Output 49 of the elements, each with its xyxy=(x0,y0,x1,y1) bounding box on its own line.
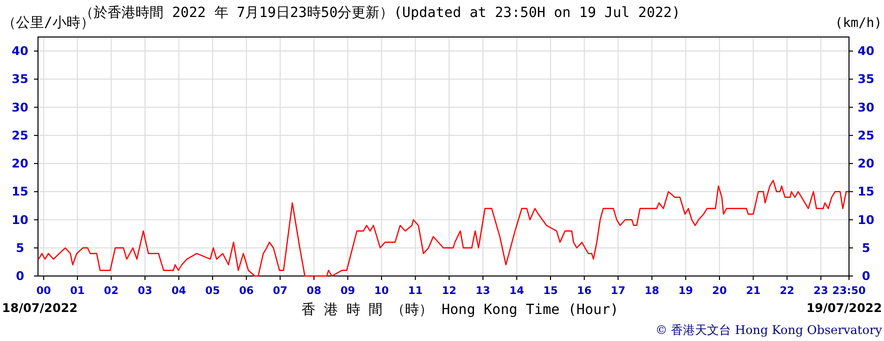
x-axis-title: 香 港 時 間 （時） Hong Kong Time (Hour) xyxy=(301,302,619,318)
y2-tick-label: 5 xyxy=(862,240,870,255)
y2-tick-label: 10 xyxy=(858,212,874,227)
x-tick-label: 14 xyxy=(509,285,524,297)
x-tick-label: 17 xyxy=(610,285,626,297)
x-tick-label: 02 xyxy=(104,285,119,297)
text: © 香港天文台 Hong Kong Observatory xyxy=(655,323,882,337)
y2-tick-label: 35 xyxy=(858,72,874,86)
y-tick-label: 25 xyxy=(12,128,28,142)
x-tick-label: 10 xyxy=(374,285,389,297)
text: 19/07/2022 xyxy=(806,301,882,315)
x-tick-label: 07 xyxy=(272,285,288,297)
y2-tick-label: 40 xyxy=(858,44,874,58)
x-tick-label: 18 xyxy=(644,285,660,297)
y2-tick-label: 20 xyxy=(858,156,874,171)
y-tick-label: 30 xyxy=(12,100,28,114)
x-tick-label: 09 xyxy=(340,285,356,297)
y-tick-label: 35 xyxy=(12,72,28,86)
y2-axis-title: (km/h) xyxy=(835,16,882,31)
y-tick-label: 15 xyxy=(12,184,28,199)
x-tick-label: 12 xyxy=(442,285,456,297)
y-tick-label: 40 xyxy=(12,44,28,58)
x-tick-label: 20 xyxy=(712,285,727,297)
line-series xyxy=(38,180,850,277)
y-tick-label: 0 xyxy=(16,269,24,283)
x-tick-label: 08 xyxy=(306,285,322,297)
x-tick-label: 06 xyxy=(239,285,254,297)
x-tick-label: 04 xyxy=(171,285,186,297)
x-tick-label: 05 xyxy=(205,285,220,297)
x-tick-label: 23:50 xyxy=(832,285,866,297)
y2-tick-label: 15 xyxy=(858,184,874,199)
x-tick-label: 11 xyxy=(408,285,423,297)
y2-tick-label: 25 xyxy=(858,128,874,142)
x-tick-label: 01 xyxy=(70,285,85,297)
x-tick-label: 21 xyxy=(746,285,761,297)
x-tick-label: 22 xyxy=(780,285,794,297)
x-tick-label: 00 xyxy=(36,285,51,297)
y-tick-label: 20 xyxy=(12,156,28,171)
y2-tick-label: 30 xyxy=(858,100,874,114)
x-tick-label: 16 xyxy=(576,285,592,297)
x-tick-label: 03 xyxy=(138,285,152,297)
x-tick-label: 13 xyxy=(476,285,490,297)
x-tick-label: 15 xyxy=(543,285,558,297)
y-tick-label: 10 xyxy=(12,212,28,227)
y-tick-label: 5 xyxy=(16,240,24,255)
y2-tick-label: 0 xyxy=(862,269,870,283)
text: 18/07/2022 xyxy=(2,301,78,315)
x-tick-label: 19 xyxy=(678,285,693,297)
x-tick-label: 23 xyxy=(814,285,828,297)
